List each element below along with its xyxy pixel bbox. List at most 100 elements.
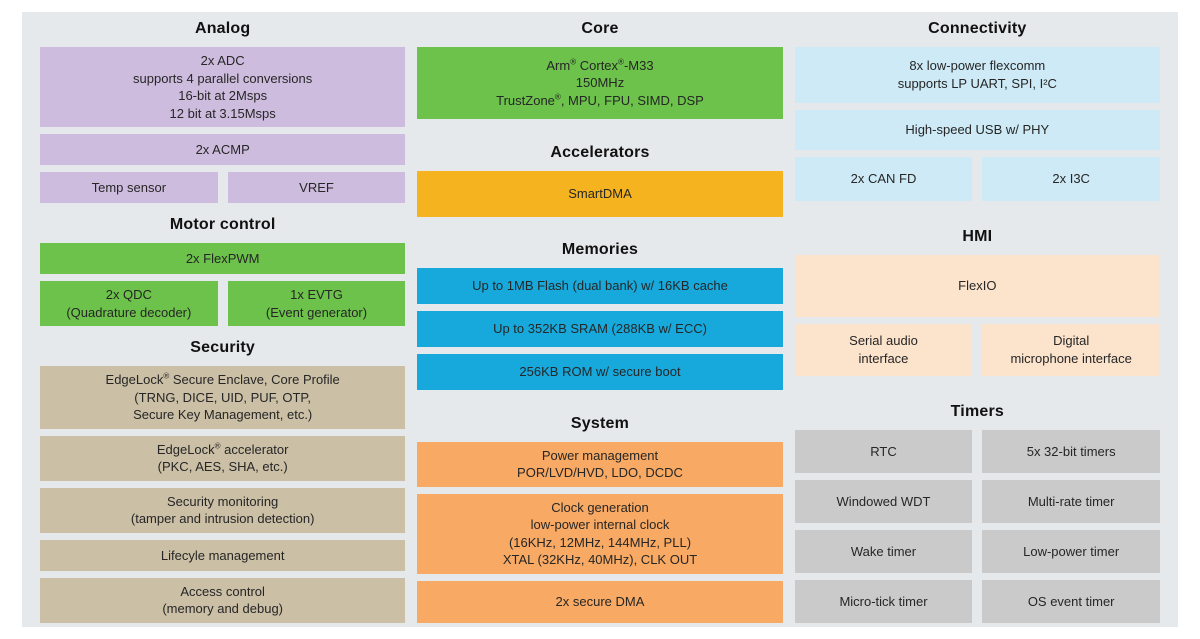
block-line: low-power internal clock <box>530 517 670 533</box>
block-line: 12 bit at 3.15Msps <box>169 105 276 121</box>
block-line: FlexIO <box>958 278 997 294</box>
section-system: System Power management POR/LVD/HVD, LDO, … <box>417 413 783 623</box>
block-line: 2x CAN FD <box>850 171 917 187</box>
column-center: Core Arm® Cortex®-M33 150MHz TrustZone®, MP… <box>417 18 783 623</box>
registered-trademark-symbol: ® <box>554 92 561 102</box>
diagram-panel: Analog 2x ADC supports 4 parallel conversi… <box>22 12 1178 627</box>
block-power-management: Power management POR/LVD/HVD, LDO, DCDC <box>417 441 783 487</box>
section-analog: Analog 2x ADC supports 4 parallel conversi… <box>40 18 406 204</box>
block-2x-can-fd: 2x CAN FD <box>794 157 973 201</box>
block-line: Clock generation <box>551 499 649 515</box>
block-micro-tick-timer: Micro-tick timer <box>794 580 973 623</box>
section-connectivity: Connectivity 8x low-power flexcomm support… <box>794 18 1160 201</box>
block-2x-i3c: 2x I3C <box>982 157 1160 201</box>
block-line: Secure Key Management, etc.) <box>133 407 313 423</box>
block-edgelock-accelerator: EdgeLock® accelerator (PKC, AES, SHA, etc… <box>40 435 406 481</box>
block-row: Up to 1MB Flash (dual bank) w/ 16KB cach… <box>417 268 783 305</box>
block-2x-secure-dma: 2x secure DMA <box>417 580 783 623</box>
block-line: TrustZone®, MPU, FPU, SIMD, DSP <box>496 92 704 108</box>
block-row: High-speed USB w/ PHY <box>794 110 1160 150</box>
block-line: High-speed USB w/ PHY <box>905 122 1050 138</box>
block-line: (PKC, AES, SHA, etc.) <box>157 459 288 475</box>
block-up-to-352kb-sram-288kb-w-ecc: Up to 352KB SRAM (288KB w/ ECC) <box>417 311 783 348</box>
block-wake-timer: Wake timer <box>794 530 973 573</box>
block-row: EdgeLock® accelerator (PKC, AES, SHA, etc… <box>40 435 406 481</box>
block-line: Wake timer <box>850 543 917 559</box>
block-line: supports 4 parallel conversions <box>133 70 313 86</box>
section-title-accelerators: Accelerators <box>550 143 650 161</box>
section-title-core: Core <box>581 20 619 37</box>
block-row: 2x CAN FD 2x I3C <box>794 157 1160 201</box>
block-access-control: Access control (memory and debug) <box>40 577 406 623</box>
section-security: Security EdgeLock® Secure Enclave, Core P… <box>40 337 406 623</box>
block-line: interface <box>858 351 909 366</box>
block-lifecyle-management: Lifecyle management <box>40 539 406 571</box>
block-line: 2x secure DMA <box>555 594 645 610</box>
block-line: 1x EVTG <box>290 287 343 303</box>
block-line: 5x 32-bit timers <box>1026 443 1116 459</box>
section-title-system: System <box>570 414 630 432</box>
block-row: Temp sensor VREF <box>40 172 406 204</box>
block-row: 2x ACMP <box>40 134 406 166</box>
block-digital: Digital microphone interface <box>982 324 1160 376</box>
block-row: 2x secure DMA <box>417 580 783 623</box>
block-line: VREF <box>299 179 334 195</box>
block-2x-adc: 2x ADC supports 4 parallel conversions 16-… <box>40 47 406 128</box>
block-windowed-wdt: Windowed WDT <box>794 480 973 523</box>
block-2x-acmp: 2x ACMP <box>40 134 406 166</box>
block-line: Low-power timer <box>1023 543 1120 559</box>
block-high-speed-usb-w-phy: High-speed USB w/ PHY <box>794 110 1160 150</box>
block-line: (TRNG, DICE, UID, PUF, OTP, <box>134 389 312 405</box>
block-line: Security monitoring <box>167 493 279 509</box>
block-row: Wake timer Low-power timer <box>794 530 1160 573</box>
block-line: Windowed WDT <box>836 493 931 509</box>
block-line: XTAL (32KHz, 40MHz), CLK OUT <box>502 552 698 568</box>
block-line: Lifecyle management <box>160 547 285 563</box>
block-line: OS event timer <box>1027 593 1115 609</box>
registered-trademark-symbol: ® <box>214 441 221 451</box>
block-256kb-rom-w-secure-boot: 256KB ROM w/ secure boot <box>417 354 783 391</box>
block-row: Clock generation low-power internal clock… <box>417 493 783 574</box>
block-low-power-timer: Low-power timer <box>982 530 1160 573</box>
block-line: Up to 1MB Flash (dual bank) w/ 16KB cach… <box>472 278 728 294</box>
block-line: 2x I3C <box>1052 171 1090 187</box>
block-row: Security monitoring (tamper and intrusion… <box>40 487 406 533</box>
block-line: (tamper and intrusion detection) <box>130 511 315 527</box>
block-line: RTC <box>870 443 897 459</box>
block-line: Access control <box>180 583 265 599</box>
block-5x-32-bit-timers: 5x 32-bit timers <box>982 430 1160 473</box>
block-line: 2x ACMP <box>195 141 250 157</box>
block-line: POR/LVD/HVD, LDO, DCDC <box>517 465 683 481</box>
block-line: 2x ADC <box>200 53 245 68</box>
block-multi-rate-timer: Multi-rate timer <box>982 480 1160 523</box>
registered-trademark-symbol: ® <box>618 57 624 67</box>
block-smartdma: SmartDMA <box>417 170 783 217</box>
block-line: 8x low-power flexcomm <box>909 58 1046 74</box>
section-title-analog: Analog <box>194 20 251 37</box>
block-line: Temp sensor <box>91 179 167 195</box>
block-row: 2x FlexPWM <box>40 243 406 275</box>
block-line: SmartDMA <box>568 185 632 201</box>
block-clock-generation: Clock generation low-power internal clock… <box>417 493 783 574</box>
section-accelerators: Accelerators SmartDMA <box>417 142 783 217</box>
block-line: (Event generator) <box>265 304 368 320</box>
block-temp-sensor: Temp sensor <box>40 172 218 204</box>
block-line: Arm® Cortex®-M33 <box>546 57 654 73</box>
block-row: Serial audio interface Digital microphone i… <box>794 324 1160 376</box>
block-line: Power management <box>541 447 659 463</box>
section-title-connectivity: Connectivity <box>928 20 1027 37</box>
block-line: supports LP UART, SPI, I²C <box>897 76 1057 91</box>
block-line: EdgeLock® accelerator <box>156 441 289 457</box>
registered-trademark-symbol: ® <box>163 371 170 381</box>
block-line: 2x QDC <box>105 287 152 303</box>
block-edgelock-secure-enclave-core-profile: EdgeLock® Secure Enclave, Core Profile (T… <box>40 366 406 429</box>
block-line: (16KHz, 12MHz, 144MHz, PLL) <box>508 534 692 550</box>
section-hmi: HMI FlexIO Serial audio interface Digital mic… <box>794 226 1160 376</box>
column-left: Analog 2x ADC supports 4 parallel conversi… <box>40 18 406 623</box>
block-row: EdgeLock® Secure Enclave, Core Profile (T… <box>40 366 406 429</box>
block-line: EdgeLock® Secure Enclave, Core Profile <box>105 371 340 388</box>
block-rtc: RTC <box>794 430 973 473</box>
block-vref: VREF <box>227 172 406 204</box>
block-line: microphone interface <box>1010 351 1132 366</box>
